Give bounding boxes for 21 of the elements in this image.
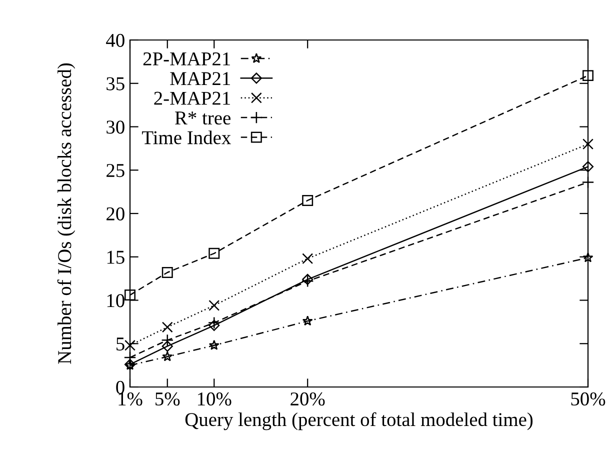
y-tick-label: 20 [106, 207, 124, 220]
y-tick-label: 0 [116, 380, 124, 394]
y-tick-label: 10 [107, 294, 124, 308]
y-tick-label: 25 [106, 164, 124, 178]
y-axis-title: Number of I/Os (disk blocks accessed) [57, 63, 76, 364]
x-tick-label: 20% [290, 392, 325, 406]
y-tick-label: 35 [106, 77, 124, 90]
y-tick-label: 40 [106, 34, 124, 47]
legend-label: 2-MAP21 [154, 92, 230, 105]
y-tick-label: 15 [107, 250, 124, 264]
legend-label: R* tree [175, 112, 230, 125]
x-axis-title: Query length (percent of total modeled time) [185, 412, 533, 430]
legend-label: Time Index [142, 130, 231, 144]
legend-label: 2P-MAP21 [143, 52, 230, 66]
x-tick-label: 50% [571, 392, 606, 406]
y-tick-label: 5 [116, 338, 124, 351]
y-tick-label: 30 [106, 120, 124, 134]
legend-label: MAP21 [170, 72, 230, 85]
x-tick-label: 5% [156, 392, 180, 406]
x-tick-label: 1% [118, 392, 142, 406]
x-tick-label: 10% [198, 392, 232, 406]
